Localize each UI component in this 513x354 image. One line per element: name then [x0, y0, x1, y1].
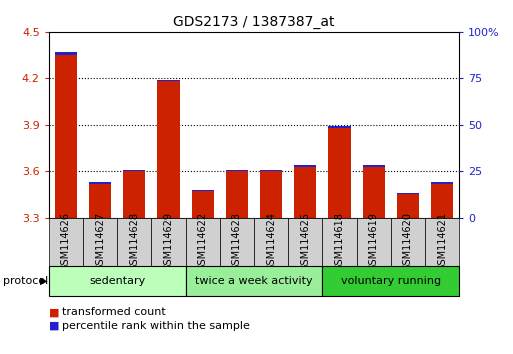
Bar: [254, 218, 288, 266]
Text: GSM114627: GSM114627: [95, 212, 105, 271]
Bar: [117, 218, 151, 266]
Bar: [431, 184, 453, 218]
Text: transformed count: transformed count: [62, 307, 165, 317]
Bar: [123, 171, 145, 218]
Text: GSM114623: GSM114623: [232, 212, 242, 271]
Bar: [288, 218, 322, 266]
Bar: [425, 218, 459, 266]
Text: GSM114618: GSM114618: [334, 212, 344, 271]
Bar: [89, 182, 111, 184]
Text: GSM114626: GSM114626: [61, 212, 71, 271]
Text: sedentary: sedentary: [89, 275, 145, 286]
Bar: [226, 171, 248, 218]
Bar: [55, 52, 77, 55]
Bar: [157, 81, 180, 218]
Bar: [55, 55, 77, 218]
Bar: [322, 218, 357, 266]
Bar: [220, 218, 254, 266]
Bar: [322, 266, 459, 296]
Text: twice a week activity: twice a week activity: [195, 275, 313, 286]
Text: ▶: ▶: [40, 275, 48, 286]
Text: protocol: protocol: [3, 275, 48, 286]
Bar: [89, 184, 111, 218]
Bar: [260, 170, 282, 171]
Text: GSM114629: GSM114629: [164, 212, 173, 271]
Bar: [431, 182, 453, 184]
Text: GSM114625: GSM114625: [300, 212, 310, 271]
Bar: [328, 126, 350, 128]
Bar: [397, 194, 419, 218]
Text: GSM114621: GSM114621: [437, 212, 447, 271]
Bar: [83, 218, 117, 266]
Bar: [397, 193, 419, 194]
Bar: [363, 167, 385, 218]
Text: ■: ■: [49, 321, 59, 331]
Bar: [186, 218, 220, 266]
Bar: [123, 170, 145, 171]
Bar: [49, 218, 83, 266]
Bar: [357, 218, 391, 266]
Bar: [191, 190, 214, 192]
Text: GSM114619: GSM114619: [369, 212, 379, 271]
Bar: [157, 80, 180, 81]
Bar: [151, 218, 186, 266]
Bar: [363, 165, 385, 167]
Bar: [191, 192, 214, 218]
Text: GSM114622: GSM114622: [198, 212, 208, 271]
Bar: [186, 266, 322, 296]
Text: GSM114620: GSM114620: [403, 212, 413, 271]
Text: percentile rank within the sample: percentile rank within the sample: [62, 321, 249, 331]
Text: GSM114624: GSM114624: [266, 212, 276, 271]
Title: GDS2173 / 1387387_at: GDS2173 / 1387387_at: [173, 16, 334, 29]
Bar: [49, 266, 186, 296]
Text: voluntary running: voluntary running: [341, 275, 441, 286]
Text: GSM114628: GSM114628: [129, 212, 139, 271]
Bar: [328, 128, 350, 218]
Bar: [294, 167, 317, 218]
Bar: [260, 171, 282, 218]
Bar: [391, 218, 425, 266]
Bar: [226, 170, 248, 171]
Text: ■: ■: [49, 307, 59, 317]
Bar: [294, 165, 317, 167]
